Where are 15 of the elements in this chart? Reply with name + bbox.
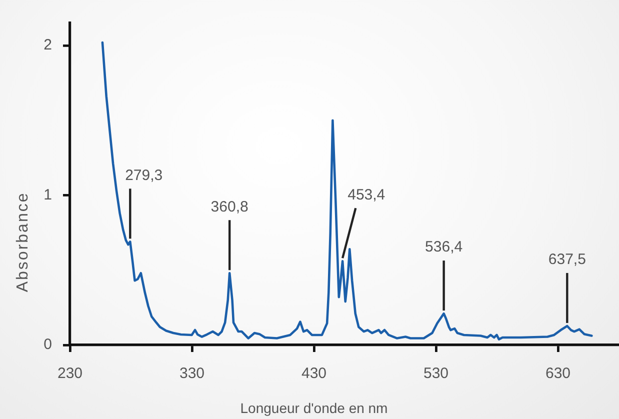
x-axis-title: Longueur d'onde en nm [240,400,388,416]
annotation: 453,4 [348,186,386,204]
annotation: 360,8 [210,198,248,216]
x-tick-label: 330 [179,365,205,382]
x-tick-label: 530 [423,365,449,382]
y-tick-label: 1 [44,186,52,204]
annotation: 279,3 [125,166,163,184]
x-tick-label: 230 [57,365,83,382]
x-tick-label: 430 [301,365,327,382]
annotation: 536,4 [425,238,463,256]
x-tick-label: 630 [545,365,571,382]
y-tick-label: 0 [44,336,52,354]
y-axis-title: Absorbance [14,192,32,292]
y-tick-label: 2 [44,36,52,54]
annotation: 637,5 [548,251,586,268]
